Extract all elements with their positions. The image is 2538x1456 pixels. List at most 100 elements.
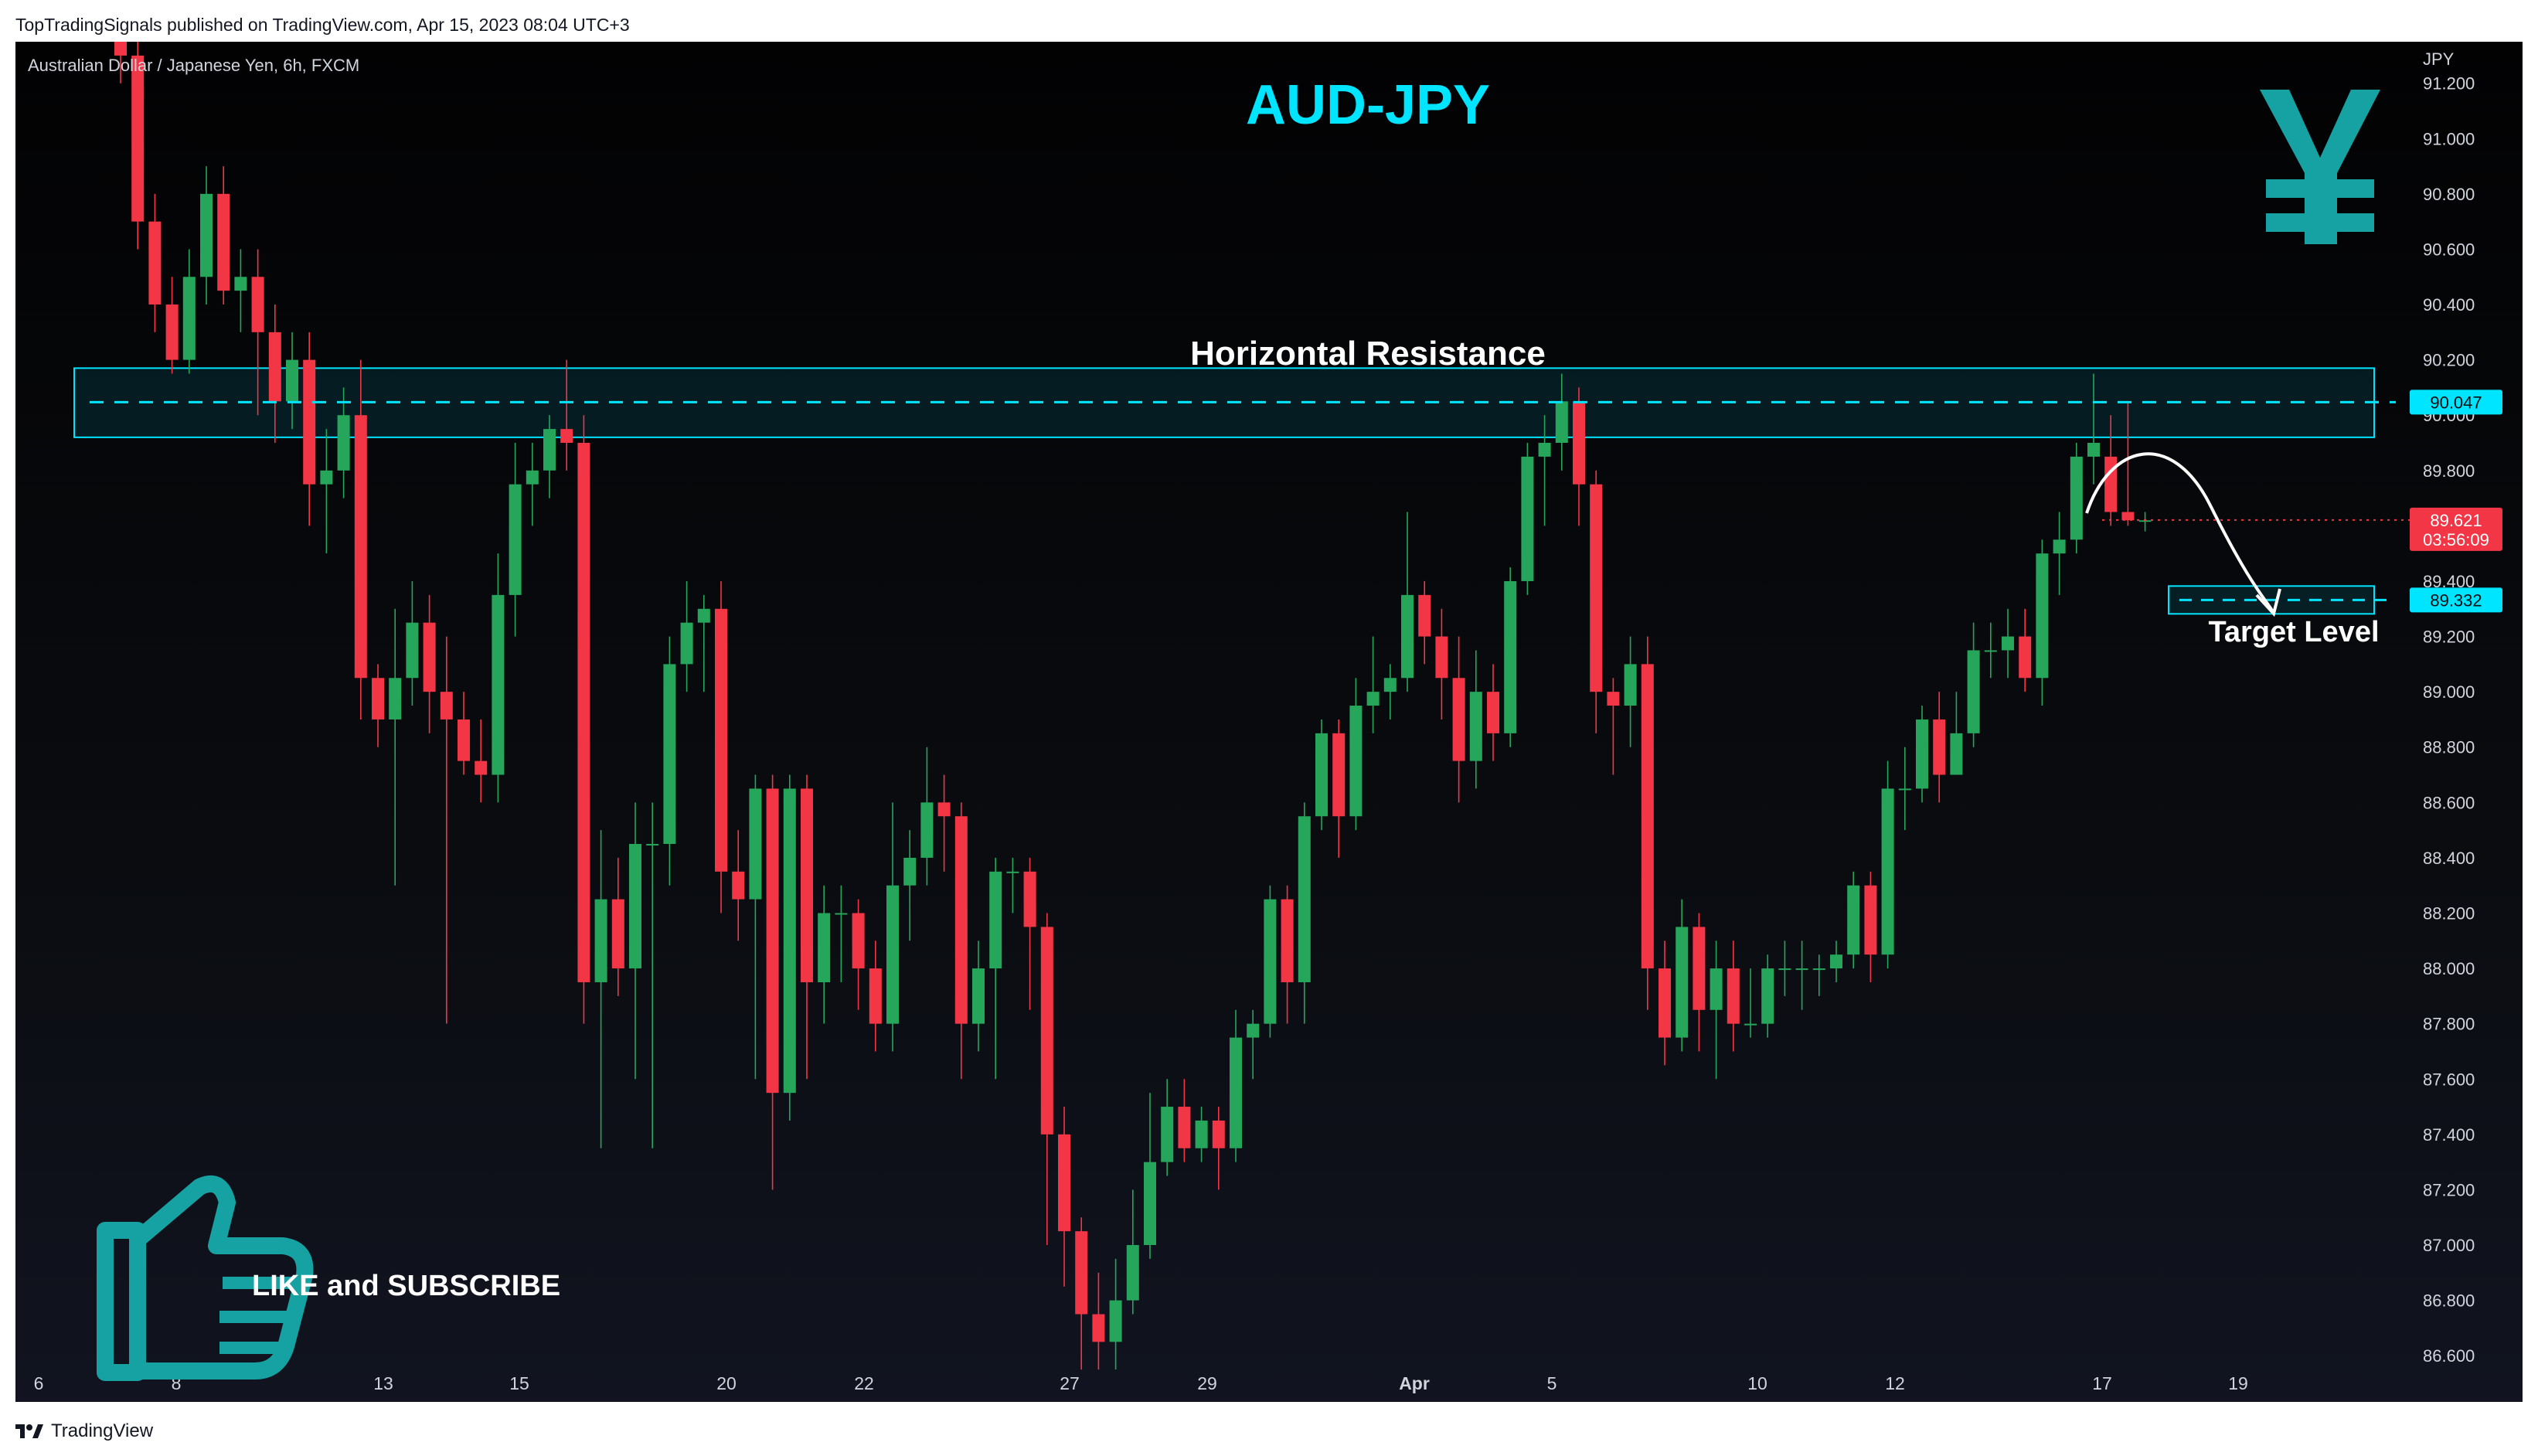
candle[interactable] [1950,692,1963,775]
candle[interactable] [1006,857,1019,913]
candle[interactable] [1195,1107,1208,1162]
candle[interactable] [1023,857,1036,1010]
candle[interactable] [1573,387,1585,526]
candle[interactable] [526,443,539,526]
candle[interactable] [1298,802,1311,1024]
candle[interactable] [766,774,779,1190]
candle[interactable] [1332,719,1346,858]
candle[interactable] [697,594,710,692]
candle[interactable] [440,636,453,1024]
candle[interactable] [1247,1009,1260,1080]
candle[interactable] [818,885,831,1024]
candle[interactable] [1864,871,1877,982]
candle[interactable] [2019,608,2032,692]
candle[interactable] [577,415,590,1024]
candle[interactable] [1693,913,1706,1052]
candle[interactable] [1058,1107,1070,1287]
candle[interactable] [937,774,951,872]
candle[interactable] [1538,415,1551,526]
candle[interactable] [1126,1189,1139,1315]
candle[interactable] [458,692,470,775]
resistance-zone[interactable] [73,367,2375,438]
candle[interactable] [320,429,333,554]
candle[interactable] [1727,941,1740,1052]
candle[interactable] [1487,664,1499,761]
candle[interactable] [2138,512,2152,532]
candle[interactable] [646,802,659,1148]
candle[interactable] [1230,1009,1242,1162]
candle[interactable] [372,664,384,747]
candle[interactable] [1659,941,1671,1066]
candle[interactable] [2087,373,2100,485]
candle[interactable] [389,608,402,886]
candle[interactable] [611,857,624,996]
candle[interactable] [148,193,162,332]
candle[interactable] [543,415,556,498]
candle[interactable] [251,249,264,416]
candle[interactable] [1812,954,1825,996]
tradingview-brand[interactable]: TradingView [51,1420,154,1441]
thumbs-up-icon[interactable] [97,1175,314,1381]
candle[interactable] [1109,1258,1122,1370]
candle[interactable] [2053,512,2066,595]
candle[interactable] [1349,678,1363,831]
candle[interactable] [1676,899,1689,1052]
candle[interactable] [286,332,298,430]
candle[interactable] [920,747,934,886]
candle[interactable] [1744,968,1757,1038]
candle[interactable] [903,830,917,941]
candle[interactable] [1366,636,1380,733]
candle[interactable] [715,580,727,913]
candle[interactable] [1092,1272,1105,1370]
candle[interactable] [1984,622,1997,679]
candle[interactable] [1641,636,1654,1010]
candle[interactable] [423,594,436,733]
candle[interactable] [1916,706,1928,803]
symbol-label[interactable]: Australian Dollar / Japanese Yen, 6h, FX… [28,56,359,75]
projection-arrow[interactable] [2085,452,2274,612]
candle[interactable] [2121,401,2135,526]
candle[interactable] [406,580,419,706]
candle[interactable] [1967,622,1980,747]
candle[interactable] [1075,1217,1088,1370]
candle[interactable] [835,885,848,982]
candle[interactable] [1452,636,1465,803]
target-price-badge[interactable]: 89.332 [2410,587,2502,613]
candle[interactable] [165,277,179,374]
resistance-price-badge[interactable]: 90.047 [2410,390,2502,415]
candle[interactable] [1212,1107,1225,1190]
candle[interactable] [972,941,985,1052]
candle[interactable] [594,830,607,1148]
chart-panel[interactable]: 91.200 91.000 90.800 90.600 90.400 90.200 90.0… [15,42,2523,1402]
candle[interactable] [1830,941,1842,982]
candle[interactable] [268,304,281,444]
candle[interactable] [354,359,367,719]
candle[interactable] [2036,539,2049,706]
candle[interactable] [114,42,127,83]
candle[interactable] [200,166,213,305]
candle[interactable] [1624,636,1637,747]
candle[interactable] [1710,941,1723,1080]
candle[interactable] [1933,692,1946,803]
candle[interactable] [1264,885,1277,1038]
candle[interactable] [2070,443,2083,554]
candle[interactable] [954,802,968,1080]
candle[interactable] [783,774,796,1121]
candle[interactable] [732,830,745,941]
candle[interactable] [1178,1079,1191,1162]
candle[interactable] [303,332,316,526]
candle[interactable] [886,802,899,1052]
candle[interactable] [1761,954,1774,1038]
candle[interactable] [1469,650,1482,789]
candle[interactable] [1281,885,1294,1024]
candle[interactable] [1504,567,1517,747]
candle[interactable] [1401,512,1414,692]
candle[interactable] [1881,760,1894,969]
candle[interactable] [1898,747,1911,831]
candle[interactable] [852,899,865,1010]
candle[interactable] [1778,941,1791,996]
candle[interactable] [1418,580,1431,665]
candle[interactable] [1383,664,1397,719]
candle[interactable] [1795,941,1808,1010]
